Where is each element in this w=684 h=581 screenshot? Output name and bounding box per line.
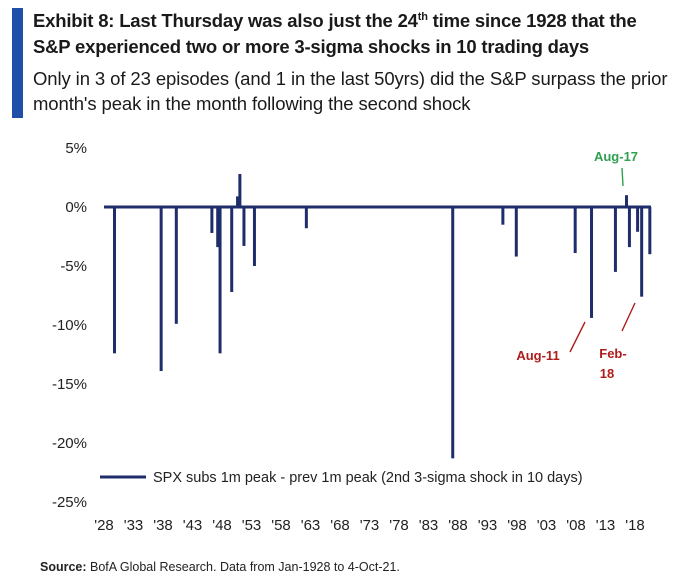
chart-title: Exhibit 8: Last Thursday was also just t… — [33, 8, 678, 60]
bar — [451, 207, 455, 459]
annotation-aug-17-leader — [621, 167, 624, 187]
bar — [304, 207, 308, 229]
x-tick-label: '93 — [478, 517, 498, 534]
y-tick-label: -15% — [52, 376, 87, 393]
y-axis-labels: 5% 0% -5% -10% -15% -20% -25% — [52, 140, 87, 511]
bar — [627, 207, 631, 248]
bar — [112, 207, 116, 354]
x-tick-label: '38 — [153, 517, 173, 534]
bars — [112, 173, 652, 459]
annotation-feb-18-leader — [621, 302, 636, 332]
bar — [230, 207, 234, 292]
annotation-feb-18-line2: 18 — [600, 366, 614, 381]
y-tick-label: -5% — [60, 258, 87, 275]
bar — [501, 207, 505, 225]
x-tick-label: '83 — [419, 517, 439, 534]
bar — [613, 207, 617, 272]
legend: SPX subs 1m peak - prev 1m peak (2nd 3-s… — [100, 470, 583, 486]
annotation-aug-11-leader — [569, 321, 586, 353]
annotation-aug-11: Aug-11 — [516, 348, 559, 363]
x-tick-label: '18 — [625, 517, 645, 534]
bar — [159, 207, 163, 372]
y-tick-label: 0% — [65, 199, 87, 216]
bar — [573, 207, 577, 254]
bar — [218, 207, 222, 354]
bar — [242, 207, 246, 246]
x-tick-label: '98 — [507, 517, 527, 534]
title-superscript: th — [417, 10, 428, 23]
bar — [252, 207, 256, 266]
x-tick-label: '43 — [183, 517, 203, 534]
x-tick-label: '58 — [271, 517, 291, 534]
y-tick-label: -10% — [52, 317, 87, 334]
title-accent-bar — [12, 8, 23, 118]
x-tick-label: '68 — [330, 517, 350, 534]
bar — [514, 207, 518, 257]
x-tick-label: '33 — [124, 517, 144, 534]
source-label: Source: — [40, 560, 87, 574]
bar — [648, 207, 652, 255]
y-tick-label: 5% — [65, 140, 87, 157]
x-tick-label: '53 — [242, 517, 262, 534]
x-tick-label: '13 — [596, 517, 616, 534]
annotation-aug-17: Aug-17 — [594, 149, 638, 164]
bar — [625, 195, 629, 207]
bar — [636, 207, 640, 232]
x-tick-label: '48 — [212, 517, 232, 534]
chart-subtitle: Only in 3 of 23 episodes (and 1 in the l… — [33, 68, 668, 114]
source-text: BofA Global Research. Data from Jan-1928… — [86, 560, 400, 574]
source-note: Source: BofA Global Research. Data from … — [40, 560, 400, 574]
bar — [210, 207, 214, 233]
x-tick-label: '28 — [94, 517, 114, 534]
annotations: Aug-17 Aug-11 Feb- 18 — [516, 149, 638, 381]
y-tick-label: -25% — [52, 494, 87, 511]
bar — [590, 207, 594, 318]
x-axis-labels: '28 '33 '38 '43 '48 '53 '58 '63 '68 '73 '78 '83 '88 '… — [94, 517, 645, 534]
bar — [174, 207, 178, 324]
bar — [238, 173, 242, 207]
x-tick-label: '08 — [566, 517, 586, 534]
bar — [236, 196, 240, 207]
annotation-feb-18-line1: Feb- — [599, 346, 626, 361]
legend-label: SPX subs 1m peak - prev 1m peak (2nd 3-s… — [153, 470, 583, 486]
x-tick-label: '73 — [360, 517, 380, 534]
x-tick-label: '63 — [301, 517, 321, 534]
title-part-2: time since 1928 that the S&P experienced… — [33, 10, 637, 57]
bar-chart: 5%0%-5%-10%-15%-20%-25% '28'33'38'43'48 '… — [52, 140, 652, 534]
x-tick-label: '78 — [389, 517, 409, 534]
x-tick-label: '03 — [537, 517, 557, 534]
x-tick-label: '88 — [448, 517, 468, 534]
y-tick-label: -20% — [52, 435, 87, 452]
bar — [216, 207, 220, 248]
title-part-1: Exhibit 8: Last Thursday was also just t… — [33, 10, 418, 31]
bar — [640, 207, 644, 297]
